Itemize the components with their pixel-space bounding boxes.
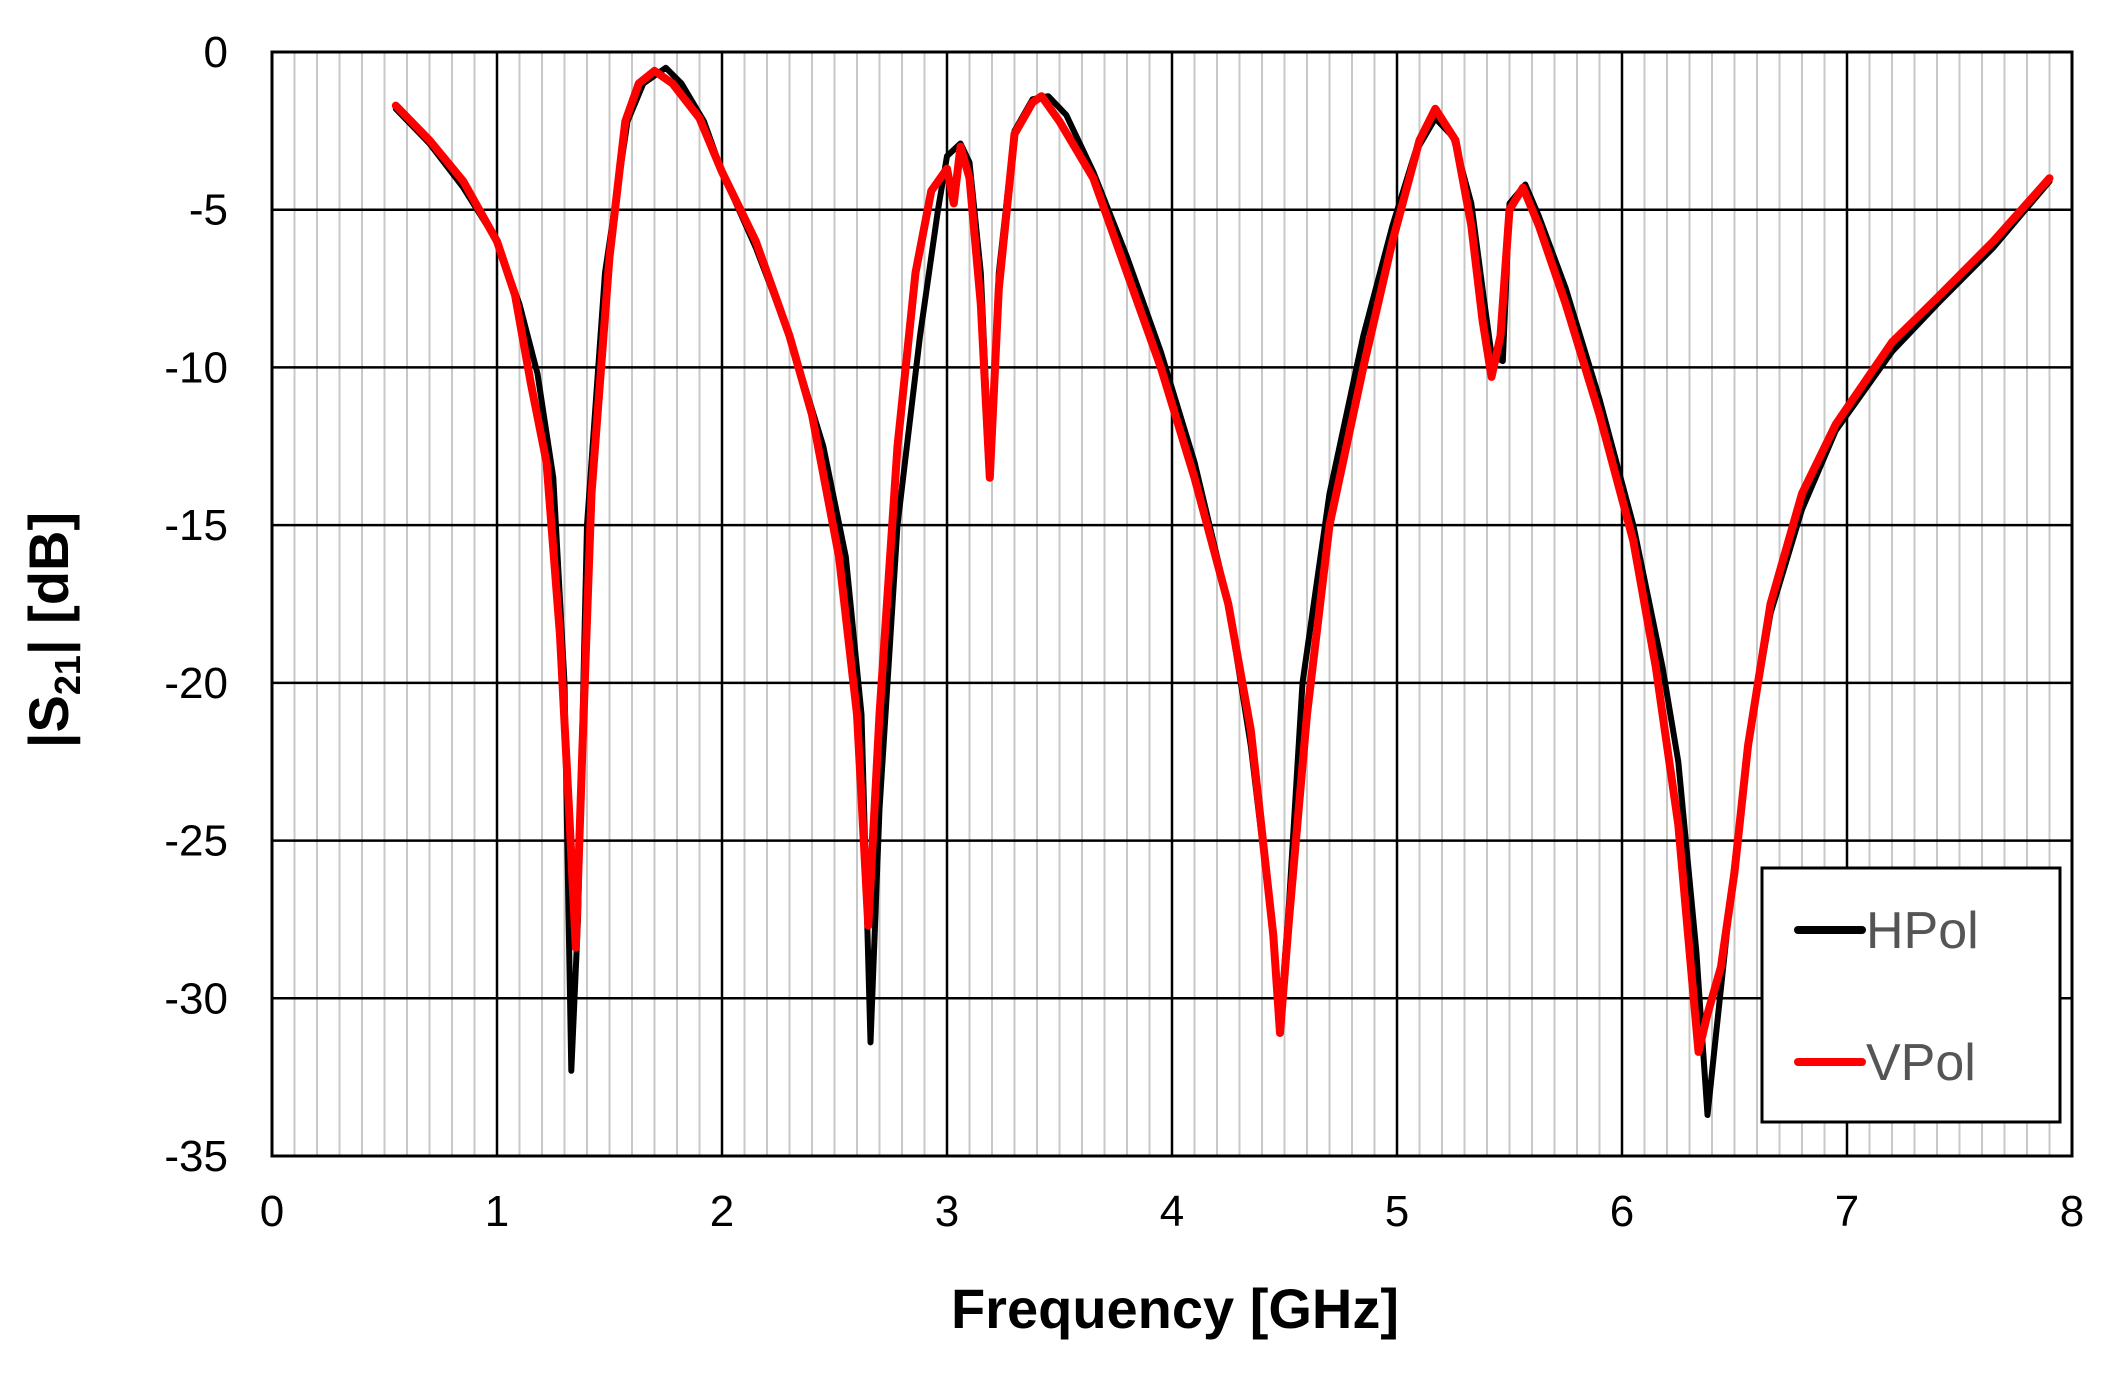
x-axis-label: Frequency [GHz]	[951, 1277, 1399, 1340]
y-tick-label: 0	[204, 28, 228, 77]
y-tick-label: -30	[164, 974, 228, 1023]
x-tick-label: 6	[1610, 1187, 1634, 1236]
y-axis-label-subscript: 21	[47, 655, 88, 695]
y-tick-label: -10	[164, 343, 228, 392]
y-tick-label: -25	[164, 817, 228, 866]
legend-box	[1760, 866, 2062, 1124]
legend-label-hpol: HPol	[1866, 902, 1979, 960]
x-tick-label: 4	[1160, 1187, 1184, 1236]
x-tick-label: 7	[1835, 1187, 1859, 1236]
x-tick-label: 3	[935, 1187, 959, 1236]
legend: HPol VPol	[1760, 866, 2062, 1124]
x-tick-label: 8	[2060, 1187, 2084, 1236]
plot-frame	[270, 50, 2074, 1158]
y-axis-label-suffix: | [dB]	[17, 512, 81, 655]
x-tick-label: 5	[1385, 1187, 1409, 1236]
legend-label-vpol: VPol	[1866, 1034, 1976, 1092]
y-axis-label: |S21| [dB]	[17, 512, 88, 748]
y-tick-label: -35	[164, 1132, 228, 1181]
x-tick-label: 2	[710, 1187, 734, 1236]
y-tick-labels: 0 -5 -10 -15 -20 -25 -30 -35	[164, 28, 228, 1181]
series-line-vpol	[391, 66, 2054, 1056]
x-tick-labels: 0 1 2 3 4 5 6 7 8	[260, 1187, 2084, 1236]
y-tick-label: -5	[189, 186, 228, 235]
x-tick-label: 0	[260, 1187, 284, 1236]
x-tick-label: 1	[485, 1187, 509, 1236]
y-axis-label-prefix: |S	[17, 695, 81, 748]
y-tick-label: -15	[164, 501, 228, 550]
y-tick-label: -20	[164, 659, 228, 708]
series-layer	[391, 64, 2054, 1118]
